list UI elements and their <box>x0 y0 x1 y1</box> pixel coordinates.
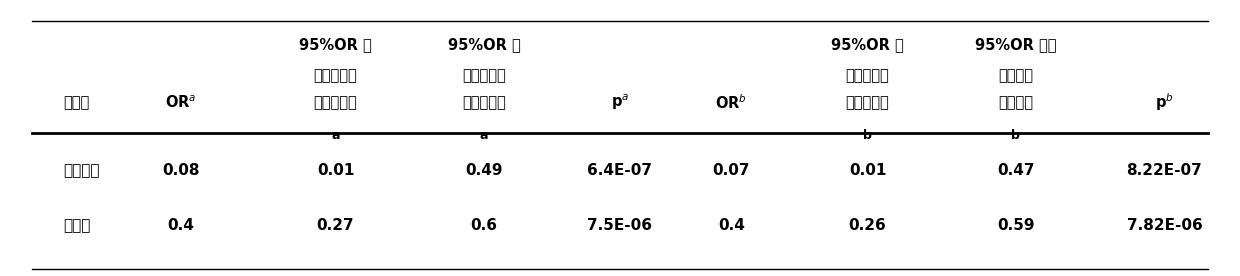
Text: 95%OR 可: 95%OR 可 <box>448 38 521 53</box>
Text: 95%OR 可: 95%OR 可 <box>831 38 904 53</box>
Text: 信区间下限: 信区间下限 <box>314 68 357 83</box>
Text: a: a <box>331 129 340 142</box>
Text: OR$^{a}$: OR$^{a}$ <box>165 94 196 111</box>
Text: b: b <box>863 129 872 142</box>
Text: 信区间下限: 信区间下限 <box>846 68 889 83</box>
Text: 0.07: 0.07 <box>713 163 750 178</box>
Text: 信区间下限: 信区间下限 <box>314 95 357 110</box>
Text: 7.82E-06: 7.82E-06 <box>1126 218 1203 233</box>
Text: p$^{b}$: p$^{b}$ <box>1154 92 1174 113</box>
Text: 0.27: 0.27 <box>316 218 355 233</box>
Text: 信区间上限: 信区间上限 <box>463 95 506 110</box>
Text: a: a <box>480 129 489 142</box>
Text: OR$^{b}$: OR$^{b}$ <box>715 93 748 112</box>
Text: 信区间下限: 信区间下限 <box>846 95 889 110</box>
Text: 信区间上限: 信区间上限 <box>463 68 506 83</box>
Text: 0.01: 0.01 <box>848 163 887 178</box>
Text: 色氨酸: 色氨酸 <box>63 218 91 233</box>
Text: 区间上限: 区间上限 <box>998 68 1033 83</box>
Text: 0.59: 0.59 <box>997 218 1034 233</box>
Text: 0.4: 0.4 <box>718 218 745 233</box>
Text: p$^{a}$: p$^{a}$ <box>611 93 629 112</box>
Text: 95%OR 可信: 95%OR 可信 <box>975 38 1056 53</box>
Text: 0.6: 0.6 <box>470 218 497 233</box>
Text: 0.49: 0.49 <box>465 163 502 178</box>
Text: 7.5E-06: 7.5E-06 <box>588 218 652 233</box>
Text: 区间上限: 区间上限 <box>998 95 1033 110</box>
Text: 0.08: 0.08 <box>162 163 200 178</box>
Text: 0.01: 0.01 <box>316 163 355 178</box>
Text: b: b <box>1012 129 1021 142</box>
Text: 0.47: 0.47 <box>997 163 1034 178</box>
Text: 0.26: 0.26 <box>848 218 887 233</box>
Text: 乙酰肉碱: 乙酰肉碱 <box>63 163 99 178</box>
Text: 化学物: 化学物 <box>63 95 89 110</box>
Text: 95%OR 可: 95%OR 可 <box>299 38 372 53</box>
Text: 6.4E-07: 6.4E-07 <box>588 163 652 178</box>
Text: 8.22E-07: 8.22E-07 <box>1126 163 1203 178</box>
Text: 0.4: 0.4 <box>167 218 195 233</box>
